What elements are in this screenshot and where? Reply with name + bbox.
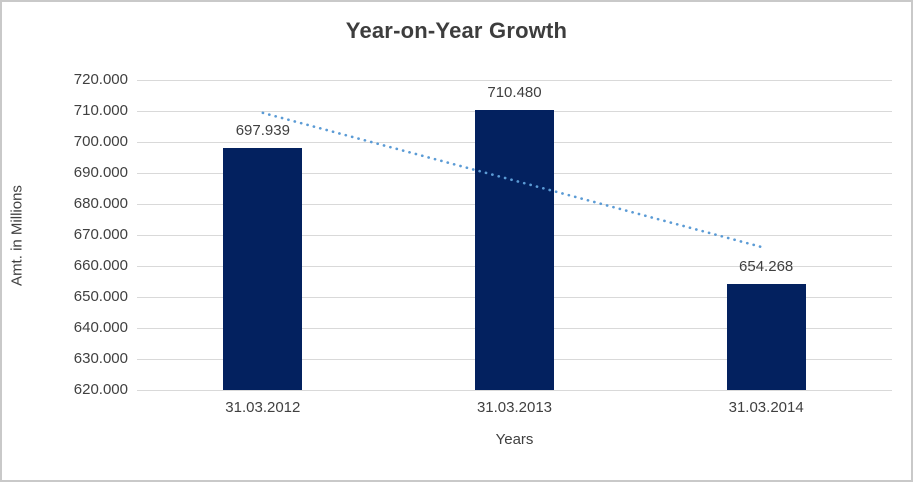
y-axis-tick-label: 650.000	[73, 288, 128, 305]
chart-title: Year-on-Year Growth	[345, 18, 568, 43]
plot-area: 697.939 710.480 654.268	[137, 80, 892, 391]
y-axis-tick-label: 720.000	[73, 71, 128, 88]
data-label: 697.939	[235, 122, 290, 140]
x-axis-tick-label: 31.03.2012	[225, 399, 301, 416]
y-axis-tick-label: 680.000	[73, 195, 128, 212]
data-label: 654.268	[739, 257, 794, 275]
x-axis-tick-label: 31.03.2013	[476, 399, 553, 416]
y-axis-tick-label: 690.000	[73, 164, 128, 181]
y-axis-tick-label: 700.000	[73, 133, 128, 150]
y-axis-title: Amt. in Millions	[8, 185, 26, 286]
gridline	[137, 80, 892, 81]
y-axis-tick-label: 670.000	[73, 226, 128, 243]
y-axis-tick-label: 630.000	[73, 350, 128, 367]
y-axis-tick-label: 660.000	[73, 257, 128, 274]
y-axis-tick-label: 640.000	[73, 319, 128, 336]
data-label: 710.480	[487, 83, 542, 101]
x-axis-tick-label: 31.03.2014	[728, 399, 804, 416]
x-axis-line	[137, 390, 892, 391]
bar-31.03.2013	[475, 109, 554, 390]
bar-31.03.2012	[223, 148, 303, 390]
y-axis-tick-label: 620.000	[73, 381, 128, 398]
y-axis-tick-label: 710.000	[73, 102, 128, 119]
bar-31.03.2014	[726, 283, 806, 390]
x-axis-title: Years	[495, 431, 534, 448]
